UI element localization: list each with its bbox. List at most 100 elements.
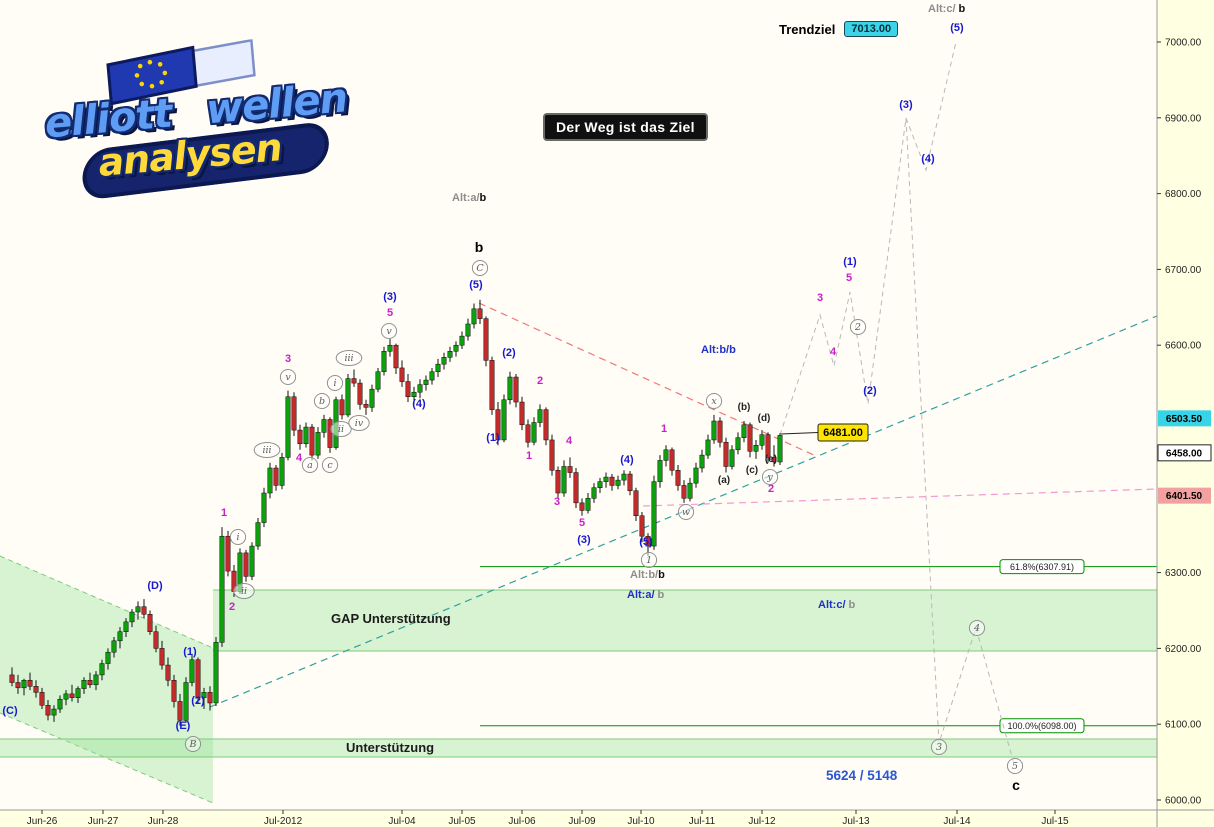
wave-label: (a) (718, 475, 730, 486)
candle-body (519, 401, 525, 426)
candle-body (99, 663, 105, 676)
support-zone-label: Unterstützung (346, 740, 434, 755)
alt-count-label: Alt:a/b (452, 192, 487, 204)
candle-body (459, 335, 465, 346)
candle-body (141, 606, 147, 615)
circled-wave-label: v (285, 372, 291, 383)
y-axis-label: 6000.00 (1165, 796, 1202, 807)
wave-label: b (475, 239, 484, 255)
candle-body (423, 379, 429, 385)
candle-body (411, 391, 417, 397)
candle-body (651, 481, 657, 547)
circled-wave-label: 4 (973, 623, 980, 634)
price-tag-box (817, 423, 869, 442)
circled-wave-outline (330, 421, 352, 437)
candle-body (381, 351, 387, 372)
wave-label: (3) (383, 291, 397, 303)
y-axis-label: 6300.00 (1165, 568, 1202, 579)
x-axis-label: Jul-10 (627, 816, 655, 827)
candle-body (21, 679, 27, 689)
x-axis-label: Jul-14 (943, 816, 971, 827)
alt-count-label: Alt:c/ b (928, 3, 966, 15)
candle-body (309, 426, 315, 456)
circled-wave-outline (301, 457, 319, 473)
fib-layer: 61.8%(6307.91) 100.0%(6098.00) (480, 559, 1157, 734)
x-axis-label: Jul-2012 (264, 816, 303, 827)
candle-body (609, 476, 615, 486)
candle-body (681, 485, 687, 499)
candle-body (399, 367, 405, 382)
candle-body (741, 424, 747, 438)
circled-wave-label: b (319, 396, 325, 407)
candle-body (369, 388, 375, 408)
candle-body (87, 679, 93, 686)
channel-edge (0, 712, 214, 804)
candle-body (189, 659, 195, 683)
wave-label: (b) (738, 402, 751, 413)
circled-wave-label: ii (241, 586, 247, 597)
candle-body (387, 344, 393, 352)
star-icon (139, 81, 145, 87)
axis-price-label: 6458.00 (1166, 448, 1203, 459)
candle-body (627, 473, 633, 491)
alt-count-label: Alt:c/ b (818, 599, 856, 611)
candle-body (9, 674, 15, 683)
wave-label: (4) (620, 454, 634, 466)
circled-wave-label: iii (344, 353, 353, 364)
candle-body (573, 472, 579, 504)
candle-body (471, 308, 477, 325)
x-axis-label: Jul-06 (508, 816, 536, 827)
trend-target-value: 7013.00 (844, 21, 899, 37)
axis-price-label: 6401.50 (1166, 491, 1203, 502)
circled-wave-label: i (333, 378, 336, 389)
circled-wave-outline (279, 369, 297, 385)
candle-body (525, 424, 531, 443)
wave-label: (2) (863, 385, 877, 397)
candle-body (243, 552, 249, 577)
fib-label: 100.0%(6098.00) (1007, 721, 1076, 731)
candle-body (153, 631, 159, 649)
candle-body (705, 439, 711, 456)
circled-wave-outline (313, 393, 331, 409)
y-axis-label: 6600.00 (1165, 341, 1202, 352)
circled-wave-outline (380, 323, 398, 339)
circled-wave-outline (640, 552, 658, 568)
candle-body (111, 640, 117, 653)
candle-body (297, 429, 303, 444)
candle-body (465, 323, 471, 337)
wave-label: (3) (899, 99, 913, 111)
candle-body (531, 422, 537, 443)
x-axis-label: Jul-09 (568, 816, 596, 827)
candle-body (483, 318, 489, 361)
candle-body (435, 363, 441, 372)
fib-label-box (999, 559, 1085, 575)
candle-body (321, 419, 327, 433)
candle-body (207, 692, 213, 704)
candle-body (327, 419, 333, 448)
resistance-line-red (478, 302, 817, 457)
wave-label: (1) (183, 646, 197, 658)
candle-body (339, 399, 345, 416)
circled-wave-outline (471, 260, 489, 276)
star-icon (157, 62, 163, 67)
candle-body (363, 404, 369, 408)
axis-price-box (1157, 444, 1212, 462)
candle-body (255, 522, 261, 547)
circled-wave-outline (253, 442, 281, 458)
fib-label-box (999, 718, 1085, 734)
wave-label: 5 (387, 307, 393, 319)
y-axis-label: 7000.00 (1165, 38, 1202, 49)
wave-label: (4) (921, 153, 935, 165)
candle-body (579, 502, 585, 511)
candle-body (225, 535, 231, 572)
wave-label: 3 (285, 353, 291, 365)
wave-label: 5 (846, 272, 852, 284)
candle-body (45, 705, 51, 716)
x-axis-label: Jul-15 (1041, 816, 1069, 827)
candle-body (513, 376, 519, 403)
circled-wave-outline (233, 583, 255, 599)
candle-body (393, 344, 399, 369)
candle-body (405, 381, 411, 397)
wave-label: 1 (661, 423, 667, 435)
x-axis-label: Jul-05 (448, 816, 476, 827)
